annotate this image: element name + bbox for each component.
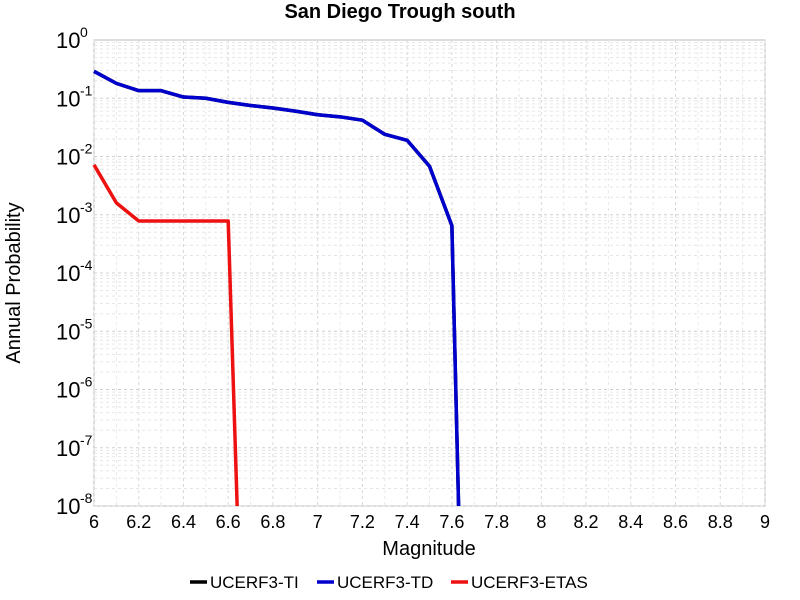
x-tick-label: 8 [536, 512, 546, 532]
y-tick-exponent: -3 [80, 199, 93, 215]
y-tick-label: 10 [56, 86, 80, 111]
legend-label: UCERF3-ETAS [471, 573, 588, 592]
x-tick-label: 6.8 [260, 512, 285, 532]
x-tick-label: 8.2 [574, 512, 599, 532]
y-axis-label: Annual Probability [3, 202, 25, 363]
y-tick-label: 10 [56, 319, 80, 344]
y-tick-label: 10 [56, 145, 80, 170]
y-tick-exponent: -7 [80, 432, 93, 448]
series-layer [92, 69, 461, 507]
y-tick-exponent: -8 [80, 490, 93, 506]
x-tick-label: 7.2 [350, 512, 375, 532]
y-tick-label: 10 [56, 28, 80, 53]
series-line-ucerf3-td [93, 69, 461, 507]
x-tick-label: 7.8 [484, 512, 509, 532]
y-tick-label: 10 [56, 261, 80, 286]
y-tick-exponent: 0 [80, 24, 88, 40]
x-tick-label: 8.8 [708, 512, 733, 532]
x-tick-label: 8.4 [618, 512, 643, 532]
legend: UCERF3-TI UCERF3-TD UCERF3-ETAS [190, 573, 588, 592]
x-tick-label: 8.6 [663, 512, 688, 532]
y-tick-label: 10 [56, 494, 80, 519]
chart-title: San Diego Trough south [284, 1, 515, 23]
x-tick-label: 6.6 [216, 512, 241, 532]
x-tick-label: 6.2 [126, 512, 151, 532]
y-tick-exponent: -4 [80, 257, 93, 273]
x-tick-label: 6 [89, 512, 99, 532]
y-tick-exponent: -5 [80, 315, 93, 331]
x-axis-ticks: 6 6.2 6.4 6.6 6.8 7 7.2 7.4 7.6 7.8 8 8.2 8.4 8.6 8.8 9 [89, 512, 770, 532]
x-tick-label: 7.6 [439, 512, 464, 532]
series-line-ucerf3-etas [92, 163, 239, 507]
x-axis-label: Magnitude [382, 538, 475, 560]
x-tick-label: 7 [313, 512, 323, 532]
x-tick-label: 6.4 [171, 512, 196, 532]
x-tick-label: 7.4 [395, 512, 420, 532]
y-tick-label: 10 [56, 203, 80, 228]
y-tick-exponent: -6 [80, 374, 93, 390]
legend-label: UCERF3-TI [210, 573, 299, 592]
y-tick-exponent: -2 [80, 141, 93, 157]
y-tick-label: 10 [56, 378, 80, 403]
x-tick-label: 9 [760, 512, 770, 532]
grid [93, 40, 766, 507]
y-tick-label: 10 [56, 436, 80, 461]
legend-label: UCERF3-TD [337, 573, 433, 592]
y-tick-exponent: -1 [80, 82, 93, 98]
